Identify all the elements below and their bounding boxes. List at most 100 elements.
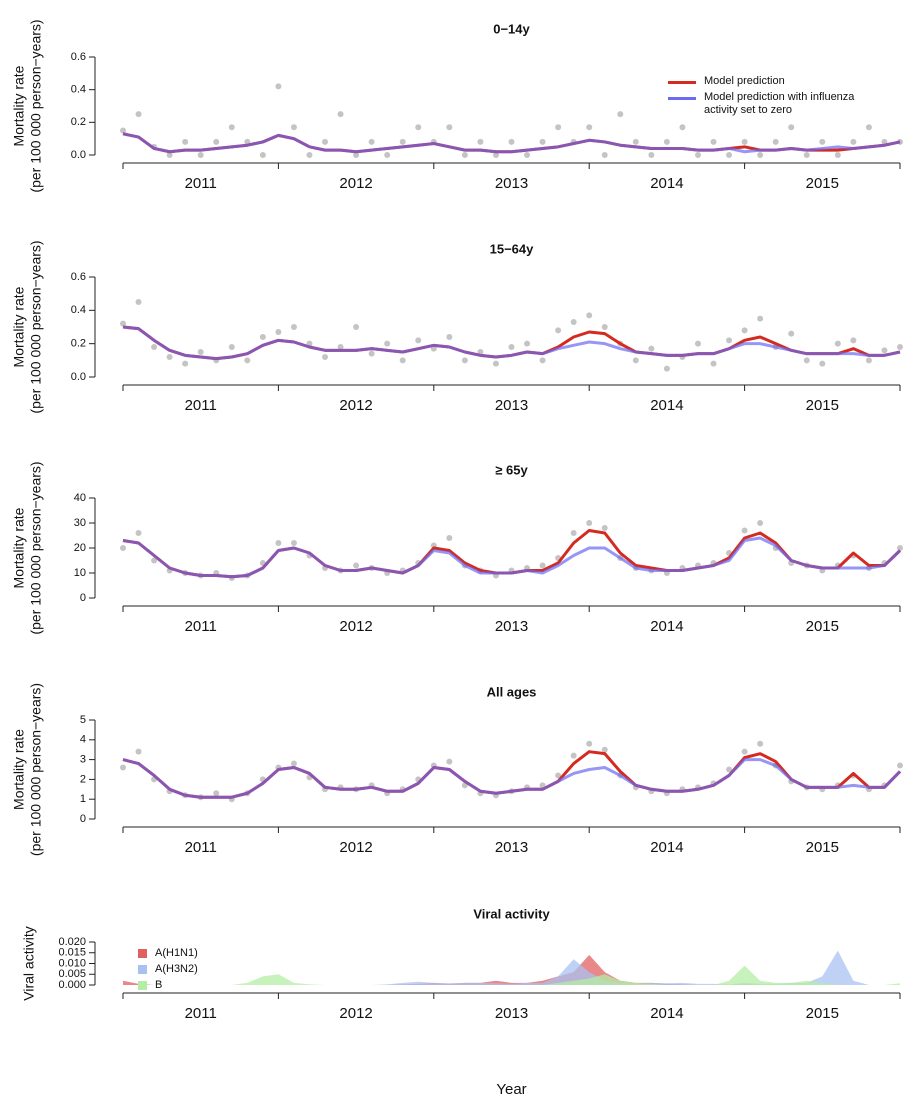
y-tick-label: 0 — [80, 813, 86, 825]
observed-point — [834, 152, 841, 158]
observed-point — [772, 138, 779, 145]
x-tick-label: 2012 — [339, 175, 372, 192]
observed-point — [555, 327, 562, 334]
observed-point — [446, 535, 453, 541]
y-tick-label: 30 — [74, 517, 86, 529]
observed-point — [368, 138, 375, 145]
observed-point — [757, 520, 764, 526]
y-tick-label: 0.015 — [58, 947, 86, 959]
observed-point — [446, 758, 453, 765]
observed-point — [182, 138, 189, 145]
observed-point — [415, 124, 422, 131]
observed-point — [353, 152, 360, 158]
observed-point — [632, 138, 639, 145]
observed-point — [710, 138, 717, 145]
observed-point — [897, 344, 903, 350]
observed-point — [897, 545, 903, 551]
observed-point — [213, 790, 220, 797]
observed-point — [259, 152, 266, 158]
observed-point — [555, 772, 562, 779]
y-axis-label: Mortality rate — [11, 286, 27, 367]
legend-label: A(H1N1) — [155, 947, 198, 959]
legend: A(H1N1) A(H3N2) B — [138, 947, 320, 995]
observed-point — [508, 344, 515, 350]
legend-label: B — [155, 979, 163, 991]
observed-point — [803, 152, 810, 158]
x-tick-label: 2012 — [339, 839, 372, 856]
observed-point — [446, 334, 453, 340]
observed-point — [337, 111, 344, 118]
observed-point — [461, 152, 468, 158]
legend-label: Model prediction with influenza activity… — [704, 91, 855, 116]
observed-point — [492, 152, 499, 158]
y-axis-label: (per 100 000 person−years) — [28, 683, 44, 856]
y-axis-label: (per 100 000 person−years) — [28, 240, 44, 413]
legend-item: Model prediction with influenza activity… — [668, 91, 869, 117]
observed-point — [788, 330, 795, 337]
y-tick-label: 0.0 — [71, 371, 86, 383]
observed-point — [757, 740, 764, 747]
line — [122, 536, 902, 579]
observed-point — [539, 357, 546, 364]
panel-title: 15−64y — [490, 241, 535, 256]
observed-point — [135, 530, 142, 536]
x-tick-label: 2014 — [650, 175, 683, 192]
line — [122, 758, 902, 799]
panel-title: 0−14y — [493, 21, 530, 36]
observed-point — [213, 138, 220, 145]
observed-point — [865, 124, 872, 131]
observed-point — [586, 312, 593, 319]
observed-point — [865, 357, 872, 364]
y-axis-label: Mortality rate — [11, 65, 27, 146]
observed-point — [135, 748, 142, 755]
legend-swatch — [138, 949, 147, 958]
observed-point — [726, 766, 733, 773]
observed-point — [182, 360, 189, 367]
observed-point — [663, 138, 670, 145]
observed-point — [539, 138, 546, 145]
y-tick-label: 4 — [80, 734, 86, 746]
observed-point — [570, 752, 577, 759]
observed-point — [710, 360, 717, 367]
x-tick-label: 2012 — [339, 1005, 372, 1022]
observed-point — [834, 340, 841, 347]
observed-point — [492, 360, 499, 367]
observed-point — [601, 152, 608, 158]
legend-item: A(H1N1) — [138, 947, 320, 960]
observed-point — [726, 337, 733, 344]
x-tick-label: 2015 — [806, 1005, 839, 1022]
y-tick-label: 0.005 — [58, 968, 86, 980]
observed-point — [275, 540, 282, 546]
x-tick-label: 2011 — [185, 1005, 217, 1022]
legend-item: A(H3N2) — [138, 963, 320, 976]
observed-point — [166, 152, 173, 158]
legend-label: A(H3N2) — [155, 963, 198, 975]
observed-point — [694, 340, 701, 347]
observed-point — [151, 344, 158, 350]
y-tick-label: 0.0 — [71, 149, 86, 161]
observed-point — [741, 748, 748, 755]
observed-point — [757, 315, 764, 322]
observed-point — [290, 124, 297, 131]
x-axis-label: Year — [496, 1081, 526, 1098]
observed-point — [399, 357, 406, 364]
observed-point — [337, 344, 344, 350]
panel-title: Viral activity — [473, 906, 550, 921]
observed-point — [290, 540, 297, 546]
observed-point — [726, 152, 733, 158]
observed-point — [819, 138, 826, 145]
observed-point — [384, 152, 391, 158]
x-tick-label: 2012 — [339, 397, 372, 414]
area — [123, 950, 900, 985]
observed-point — [897, 762, 903, 769]
x-tick-label: 2014 — [650, 397, 683, 414]
observed-point — [586, 740, 593, 747]
observed-point — [197, 152, 204, 158]
legend: Model prediction Model prediction with in… — [668, 75, 869, 120]
y-tick-label: 0.4 — [71, 84, 86, 96]
observed-point — [306, 152, 313, 158]
legend-label: Model prediction — [704, 75, 785, 87]
observed-point — [850, 337, 857, 344]
observed-point — [601, 525, 608, 531]
